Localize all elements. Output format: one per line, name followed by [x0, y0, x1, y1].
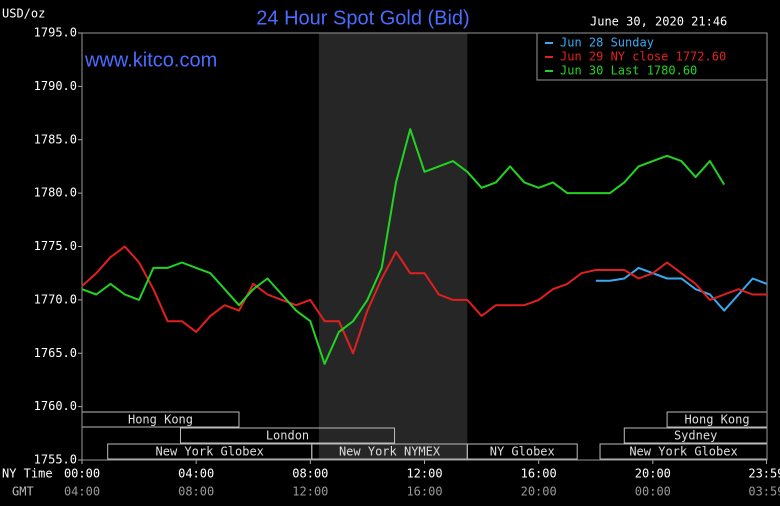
x2-tick-label: 16:00 — [406, 485, 442, 499]
session-label: New York Globex — [629, 445, 737, 459]
y-tick-label: 1780.0 — [34, 186, 77, 200]
x-axis-label: NY Time — [2, 467, 53, 481]
x2-tick-label: 04:00 — [64, 485, 100, 499]
y-unit: USD/oz — [2, 7, 45, 21]
y-tick-label: 1755.0 — [34, 453, 77, 467]
x-tick-label: 00:00 — [64, 467, 100, 481]
timestamp: June 30, 2020 21:46 — [590, 15, 727, 29]
chart-title: 24 Hour Spot Gold (Bid) — [256, 7, 469, 29]
plot-frame — [81, 32, 768, 461]
x2-tick-label: 00:00 — [635, 485, 671, 499]
legend-label: Jun 28 Sunday — [560, 36, 654, 50]
x2-tick-label: 20:00 — [521, 485, 557, 499]
y-tick-label: 1765.0 — [34, 346, 77, 360]
series-line — [595, 266, 768, 312]
session-label: Sydney — [674, 429, 717, 443]
session-box — [466, 443, 578, 460]
legend-box — [536, 32, 768, 81]
y-tick-label: 1775.0 — [34, 239, 77, 253]
x-tick-label: 20:00 — [635, 467, 671, 481]
session-label: New York Globex — [156, 445, 264, 459]
series-line — [81, 245, 767, 355]
x-tick-label: 12:00 — [406, 467, 442, 481]
watermark: www.kitco.com — [84, 49, 217, 71]
session-label: London — [266, 429, 309, 443]
session-label: Hong Kong — [685, 413, 750, 427]
series-line — [81, 128, 726, 365]
y-tick-label: 1785.0 — [34, 132, 77, 146]
y-tick-label: 1760.0 — [34, 399, 77, 413]
x2-tick-label: 08:00 — [178, 485, 214, 499]
session-label: New York NYMEX — [339, 445, 441, 459]
y-tick-label: 1795.0 — [34, 26, 77, 40]
legend-label: Jun 29 NY close 1772.60 — [560, 50, 726, 64]
session-label: Hong Kong — [128, 413, 193, 427]
x-tick-label: 08:00 — [292, 467, 328, 481]
y-tick-label: 1770.0 — [34, 292, 77, 306]
legend-label: Jun 30 Last 1780.60 — [560, 64, 697, 78]
x2-tick-label: 12:00 — [292, 485, 328, 499]
y-tick-label: 1790.0 — [34, 79, 77, 93]
x-tick-label: 16:00 — [521, 467, 557, 481]
x2-axis-label: GMT — [12, 485, 34, 499]
session-box — [179, 427, 396, 444]
x-tick-label: 23:59 — [748, 467, 780, 481]
x2-tick-label: 03:59 — [748, 485, 780, 499]
session-label: NY Globex — [490, 445, 555, 459]
shaded-session — [318, 33, 468, 460]
x-tick-label: 04:00 — [178, 467, 214, 481]
